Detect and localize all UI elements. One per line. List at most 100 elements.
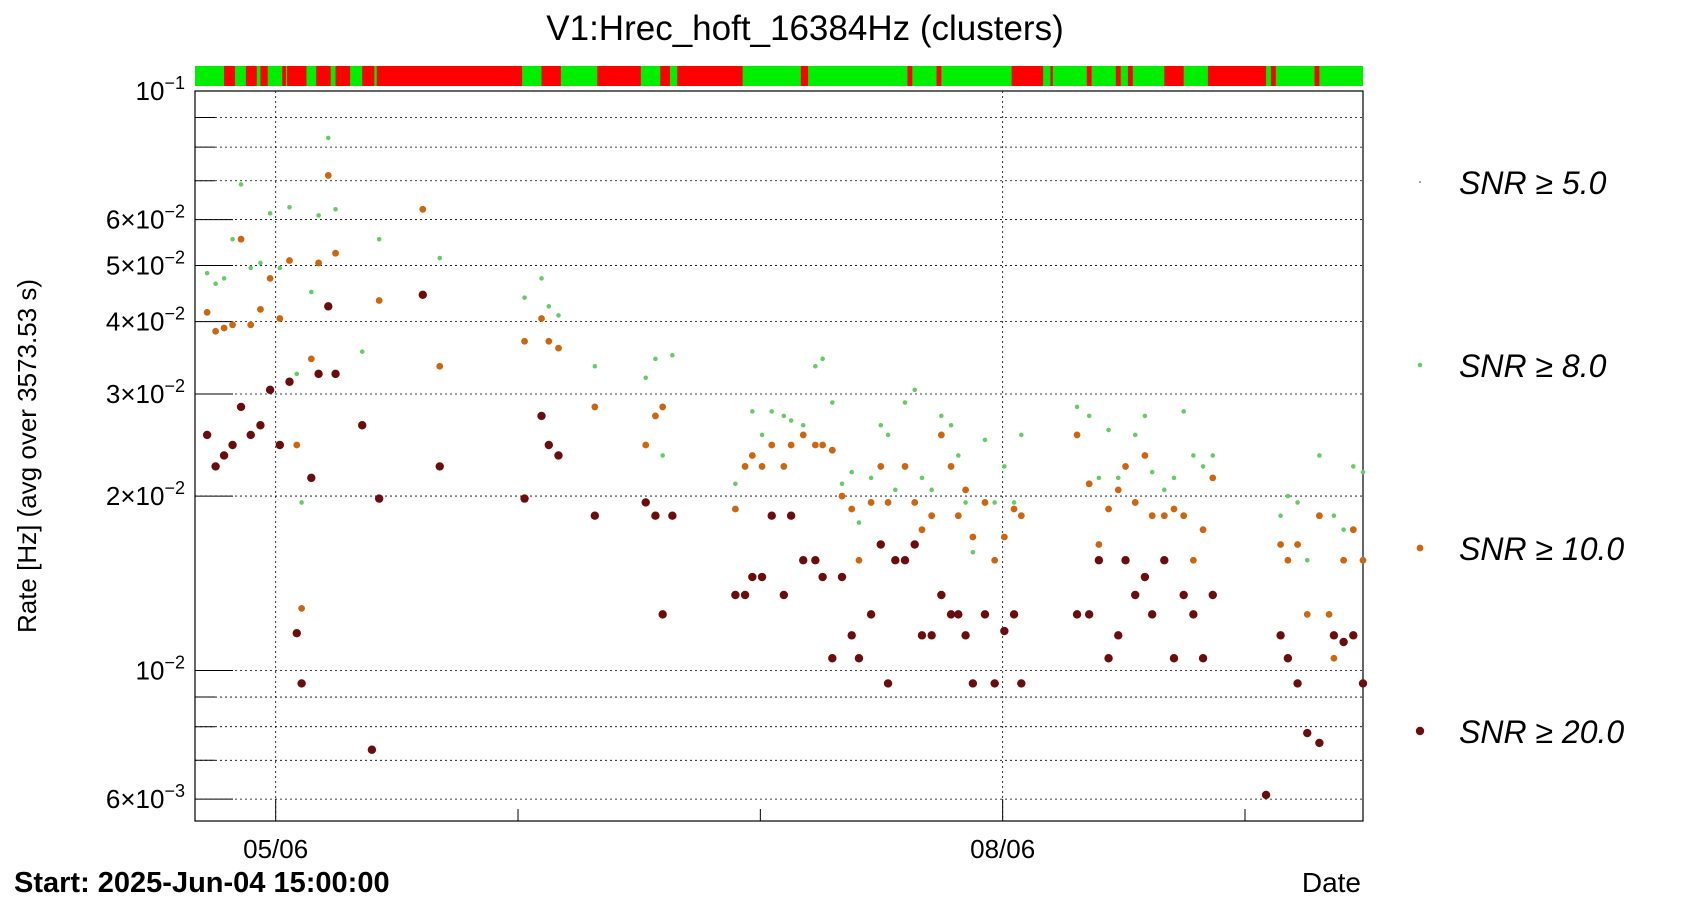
data-point: [539, 276, 544, 281]
data-point: [750, 409, 755, 414]
data-point: [653, 356, 658, 362]
data-point: [1160, 556, 1169, 565]
legend-marker: [1417, 362, 1423, 368]
data-point: [1283, 654, 1293, 663]
data-point: [297, 679, 306, 688]
data-point: [1285, 493, 1291, 499]
data-point: [1017, 679, 1026, 688]
data-point: [435, 462, 444, 471]
data-point: [1169, 654, 1179, 663]
segment-off: [660, 66, 670, 86]
data-point: [1303, 610, 1311, 618]
data-point: [1009, 610, 1019, 619]
data-point: [212, 327, 219, 335]
axis-ticks: 10−1 6×10−2 5×10−2 4×10−2 3×10−2 2×10−2 10−2 6×…: [106, 73, 1246, 864]
data-point: [780, 463, 788, 470]
data-point: [275, 440, 285, 450]
data-point: [1209, 474, 1217, 482]
data-point: [929, 487, 934, 493]
chart-title: V1:Hrec_hoft_16384Hz (clusters): [546, 9, 1063, 48]
data-point: [203, 308, 211, 316]
segment-off: [1115, 66, 1121, 86]
data-point: [819, 441, 827, 449]
series-points: [202, 290, 1368, 800]
data-point: [946, 610, 956, 619]
y-tick-label: 6×10−3: [106, 781, 185, 814]
data-point: [847, 631, 856, 640]
data-point: [221, 276, 227, 281]
data-point: [228, 440, 237, 450]
segment-off: [541, 66, 561, 86]
data-point: [919, 475, 925, 481]
legend-marker: [1419, 181, 1421, 183]
data-point: [538, 315, 545, 322]
data-point: [1189, 556, 1197, 564]
data-point: [820, 356, 825, 362]
data-point: [1359, 556, 1367, 564]
data-point: [786, 511, 796, 520]
segment-off: [1314, 66, 1320, 86]
segment-off: [677, 66, 743, 86]
segment-off: [597, 66, 641, 86]
data-point: [521, 337, 528, 345]
data-point: [309, 289, 314, 295]
data-point: [910, 540, 919, 549]
data-point: [970, 549, 976, 555]
data-point: [956, 453, 961, 458]
data-point: [555, 344, 562, 352]
start-time-label: Start: 2025-Jun-04 15:00:00: [14, 867, 390, 899]
data-point: [811, 441, 819, 449]
data-point: [238, 182, 244, 187]
data-point: [1010, 505, 1018, 513]
data-point: [990, 679, 999, 688]
data-point: [813, 363, 818, 369]
data-point: [1085, 480, 1093, 488]
data-point: [359, 349, 365, 354]
data-point: [1000, 626, 1009, 636]
segment-off: [287, 66, 307, 86]
data-point: [767, 511, 776, 520]
data-point: [1148, 512, 1156, 520]
data-point: [992, 500, 997, 505]
data-point: [1330, 654, 1338, 662]
data-point: [1295, 500, 1300, 505]
data-point: [642, 441, 650, 449]
data-point: [748, 452, 756, 459]
data-point: [818, 572, 827, 582]
data-point: [1349, 631, 1358, 640]
data-point: [1017, 512, 1025, 520]
data-point: [652, 412, 659, 420]
data-point: [437, 255, 443, 261]
segment-off: [245, 66, 257, 86]
data-point: [838, 492, 846, 500]
data-point: [374, 494, 384, 503]
data-point: [1011, 500, 1017, 505]
data-point: [800, 422, 806, 428]
data-point: [1105, 505, 1112, 513]
x-tick-label: 05/06: [243, 834, 308, 864]
data-point: [257, 305, 264, 313]
data-point: [788, 418, 794, 423]
y-tick-label: 10−2: [136, 653, 185, 686]
legend-label: SNR ≥ 8.0: [1459, 348, 1607, 384]
data-point: [592, 363, 598, 369]
data-point: [1131, 499, 1139, 506]
data-point: [522, 295, 527, 300]
data-point: [236, 402, 246, 412]
y-tick-label: 5×10−2: [106, 247, 185, 280]
data-point: [230, 236, 235, 242]
y-axis-title: Rate [Hz] (avg over 3573.53 s): [12, 279, 42, 633]
data-point: [331, 369, 340, 379]
data-point: [1094, 556, 1104, 565]
data-point: [660, 453, 665, 458]
data-point: [1147, 610, 1157, 619]
data-point: [658, 610, 667, 619]
segment-off: [936, 66, 942, 86]
data-point: [1198, 654, 1208, 663]
data-point: [1142, 413, 1148, 419]
data-point: [324, 302, 333, 311]
data-point: [248, 265, 254, 271]
x-tick-label: 08/06: [970, 834, 1035, 864]
segment-off: [1011, 66, 1044, 86]
